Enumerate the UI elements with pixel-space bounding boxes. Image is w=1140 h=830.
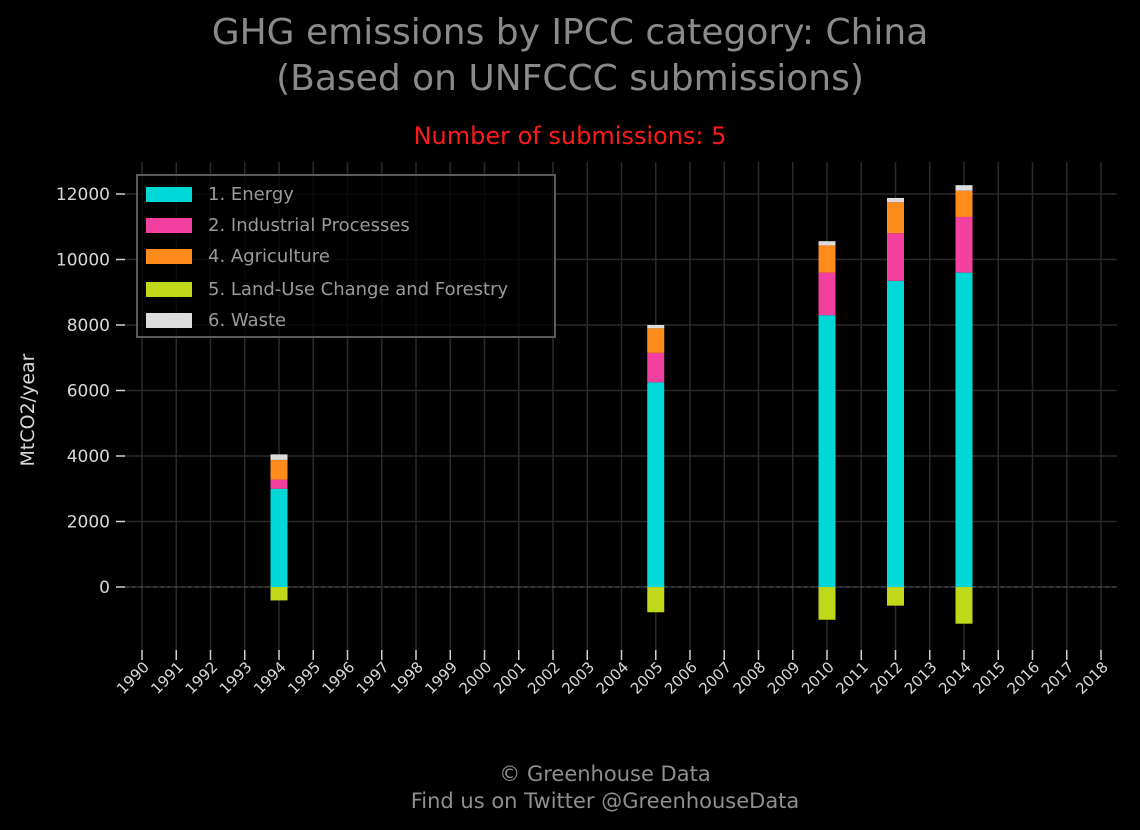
chart-title-line1: GHG emissions by IPCC category: China: [211, 12, 929, 53]
x-tick-label: 2000: [456, 658, 496, 698]
bar-segment: [647, 328, 665, 353]
bar-segment: [955, 185, 973, 191]
y-tick-label: 10000: [56, 251, 110, 271]
legend-swatch-land-use: [146, 281, 192, 297]
bar-segment: [955, 272, 973, 587]
bar-segment: [887, 587, 904, 606]
legend-swatch-energy: [146, 186, 192, 202]
bar-segment: [270, 587, 288, 601]
x-tick-label: 2007: [695, 658, 735, 698]
legend-swatch-agriculture: [146, 248, 192, 264]
x-tick-label: 2006: [661, 658, 701, 698]
x-tick-label: 1998: [387, 658, 427, 698]
legend-item-industrial: 2. Industrial Processes: [146, 213, 410, 237]
x-tick-label: 2002: [524, 658, 564, 698]
x-tick-label: 2010: [798, 658, 838, 698]
bar-segment: [270, 488, 288, 587]
x-tick-label: 1992: [182, 658, 222, 698]
x-tick-label: 1993: [216, 658, 256, 698]
x-tick-label: 1994: [250, 658, 290, 698]
x-tick-label: 1997: [353, 658, 393, 698]
bar-segment: [647, 382, 665, 587]
bar-segment: [818, 245, 836, 273]
bar-segment: [647, 352, 665, 383]
x-tick-label: 2013: [901, 658, 941, 698]
legend-item-agriculture: 4. Agriculture: [146, 244, 330, 268]
x-tick-label: 1991: [147, 658, 187, 698]
bar-segment: [955, 216, 973, 273]
legend-swatch-waste: [146, 312, 192, 328]
legend-label-energy: 1. Energy: [208, 183, 294, 205]
x-tick-label: 1995: [284, 658, 324, 698]
y-tick-label: 0: [99, 578, 110, 598]
x-tick-label: 2014: [935, 658, 975, 698]
bar-segment: [887, 197, 904, 203]
chart-title-line2: (Based on UNFCCC submissions): [276, 58, 864, 99]
y-tick-label: 12000: [56, 185, 110, 205]
y-tick-label: 8000: [67, 316, 110, 336]
bar-segment: [818, 315, 836, 587]
x-tick-label: 2005: [627, 658, 667, 698]
bar-segment: [887, 280, 904, 587]
x-tick-label: 2017: [1038, 658, 1078, 698]
y-tick-label: 6000: [67, 382, 110, 402]
x-tick-label: 1999: [421, 658, 461, 698]
y-tick-label: 2000: [67, 513, 110, 533]
x-tick-label: 2004: [593, 658, 633, 698]
legend-item-waste: 6. Waste: [146, 308, 286, 332]
legend-label-land-use: 5. Land-Use Change and Forestry: [208, 278, 509, 300]
x-tick-label: 1990: [113, 658, 153, 698]
bar-segment: [887, 233, 904, 281]
bar-segment: [647, 587, 665, 613]
bar-segment: [818, 241, 836, 246]
chart-subtitle: Number of submissions: 5: [413, 122, 727, 150]
footer-copyright: © Greenhouse Data: [499, 762, 711, 786]
y-tick-label: 4000: [67, 447, 110, 467]
x-tick-label: 2008: [730, 658, 770, 698]
legend-swatch-industrial: [146, 217, 192, 233]
legend-item-land-use: 5. Land-Use Change and Forestry: [146, 277, 508, 301]
x-tick-label: 2011: [832, 658, 872, 698]
x-tick-label: 2003: [558, 658, 598, 698]
bar-segment: [818, 272, 836, 316]
bar-segment: [270, 454, 288, 460]
bar-segment: [270, 459, 288, 480]
x-tick-label: 2001: [490, 658, 530, 698]
x-tick-label: 2015: [969, 658, 1009, 698]
legend-label-industrial: 2. Industrial Processes: [208, 214, 410, 236]
legend-label-waste: 6. Waste: [208, 309, 287, 331]
x-tick-label: 2009: [764, 658, 804, 698]
footer-twitter: Find us on Twitter @GreenhouseData: [410, 789, 800, 813]
bar-segment: [647, 325, 665, 329]
chart-legend: 1. Energy 2. Industrial Processes 4. Agr…: [136, 174, 556, 338]
bar-segment: [955, 587, 973, 624]
x-tick-label: 2012: [867, 658, 907, 698]
bar-segment: [818, 587, 836, 620]
x-tick-label: 1996: [319, 658, 359, 698]
x-tick-label: 2016: [1004, 658, 1044, 698]
x-tick-label: 2018: [1072, 658, 1112, 698]
bar-segment: [270, 479, 288, 489]
legend-item-energy: 1. Energy: [146, 182, 294, 206]
legend-label-agriculture: 4. Agriculture: [208, 245, 330, 267]
bar-segment: [955, 190, 973, 217]
bar-segment: [887, 202, 904, 234]
